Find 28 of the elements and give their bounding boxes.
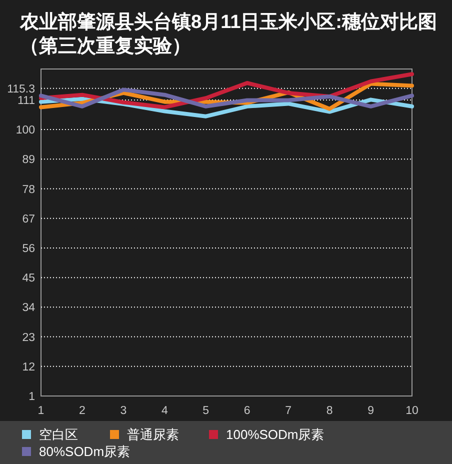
y-tick-label: 100: [16, 124, 35, 137]
y-tick-label: 23: [22, 332, 35, 344]
y-tick-label: 56: [22, 242, 35, 255]
y-tick-label: 111: [18, 94, 35, 107]
x-tick-label: 5: [202, 405, 210, 417]
y-tick-label: 89: [22, 154, 35, 166]
legend-label: 100%SODm尿素: [226, 427, 324, 442]
y-tick-label: 115.3: [7, 83, 35, 96]
x-tick-label: 2: [79, 405, 86, 417]
x-tick-label: 7: [285, 405, 292, 417]
legend-label: 空白区: [39, 427, 78, 442]
y-tick-label: 1: [28, 391, 35, 403]
legend-label: 80%SODm尿素: [39, 444, 130, 459]
y-tick-label: 12: [22, 361, 35, 374]
y-tick-label: 34: [22, 302, 36, 314]
x-tick-label: 1: [38, 405, 44, 417]
x-tick-label: 9: [368, 405, 374, 417]
x-tick-label: 6: [244, 405, 250, 417]
legend-label: 普通尿素: [127, 427, 179, 442]
y-tick-label: 45: [22, 272, 35, 285]
chart-title: 农业部肇源县头台镇8月11日玉米小区:穗位对比图（第三次重复实验）: [19, 11, 437, 57]
x-tick-label: 8: [326, 405, 333, 417]
line-series: [39, 88, 414, 108]
y-tick-label: 67: [22, 213, 35, 226]
x-tick-label: 10: [406, 405, 418, 417]
x-tick-label: 4: [161, 405, 168, 417]
x-tick-label: 3: [120, 405, 127, 417]
y-tick-label: 78: [22, 184, 35, 196]
